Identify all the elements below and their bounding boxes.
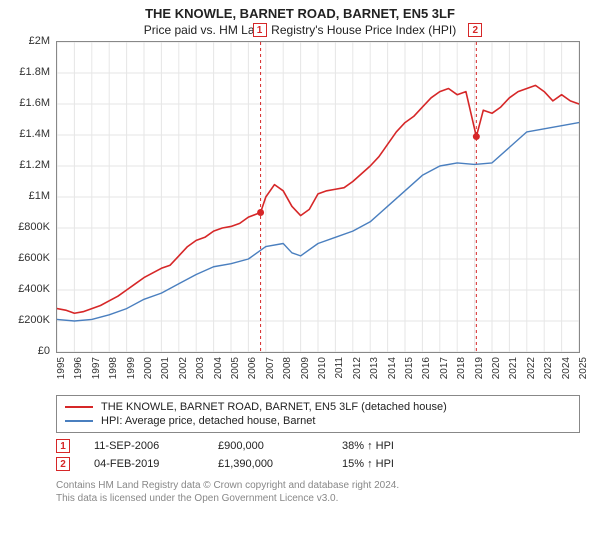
- x-axis-labels: 1995 1996 1997 1998 1999 2000 2001 2002 2003 2004…: [56, 353, 580, 393]
- x-tick-label: 2024: [561, 357, 572, 379]
- y-tick-label: £1.4M: [19, 128, 50, 140]
- x-tick-label: 1999: [126, 357, 137, 379]
- legend-row: HPI: Average price, detached house, Barn…: [65, 414, 571, 428]
- sale-date: 04-FEB-2019: [94, 458, 194, 470]
- sale-marker-tag: 2: [468, 23, 482, 37]
- sales-table: 1 11-SEP-2006 £900,000 38% ↑ HPI 2 04-FE…: [56, 437, 580, 473]
- x-tick-label: 2010: [317, 357, 328, 379]
- plot-svg: [57, 42, 579, 352]
- y-tick-label: £400K: [18, 283, 50, 295]
- sale-delta: 38% ↑ HPI: [342, 440, 442, 452]
- legend-box: THE KNOWLE, BARNET ROAD, BARNET, EN5 3LF…: [56, 395, 580, 433]
- x-tick-label: 2022: [526, 357, 537, 379]
- sale-delta: 15% ↑ HPI: [342, 458, 442, 470]
- x-tick-label: 2016: [421, 357, 432, 379]
- sale-marker-icon: 2: [56, 457, 70, 471]
- x-tick-label: 2009: [300, 357, 311, 379]
- y-tick-label: £2M: [29, 35, 50, 47]
- footer-attribution: Contains HM Land Registry data © Crown c…: [56, 479, 580, 505]
- x-tick-label: 2015: [404, 357, 415, 379]
- x-tick-label: 2021: [508, 357, 519, 379]
- x-tick-label: 2020: [491, 357, 502, 379]
- legend-label: HPI: Average price, detached house, Barn…: [101, 415, 315, 427]
- x-tick-label: 2001: [160, 357, 171, 379]
- y-tick-label: £1.8M: [19, 66, 50, 78]
- x-tick-label: 2013: [369, 357, 380, 379]
- chart-area: £0 £200K £400K £600K £800K £1M £1.2M £1.4M £1.6M…: [10, 41, 590, 393]
- sale-marker-tag: 1: [253, 23, 267, 37]
- x-tick-label: 2025: [578, 357, 589, 379]
- y-tick-label: £1.6M: [19, 97, 50, 109]
- plot-frame: [56, 41, 580, 353]
- x-tick-label: 2018: [456, 357, 467, 379]
- x-tick-label: 2023: [543, 357, 554, 379]
- sale-marker-icon: 1: [56, 439, 70, 453]
- x-tick-label: 2019: [474, 357, 485, 379]
- y-tick-label: £1M: [29, 190, 50, 202]
- y-tick-label: £800K: [18, 221, 50, 233]
- sale-date: 11-SEP-2006: [94, 440, 194, 452]
- legend-swatch: [65, 406, 93, 408]
- x-tick-label: 2004: [213, 357, 224, 379]
- legend-label: THE KNOWLE, BARNET ROAD, BARNET, EN5 3LF…: [101, 401, 447, 413]
- chart-subtitle: Price paid vs. HM Land Registry's House …: [10, 23, 590, 37]
- y-axis-labels: £0£200K£400K£600K£800K£1M£1.2M£1.4M£1.6M…: [10, 41, 54, 353]
- x-tick-label: 2014: [387, 357, 398, 379]
- y-tick-label: £200K: [18, 314, 50, 326]
- chart-card: THE KNOWLE, BARNET ROAD, BARNET, EN5 3LF…: [0, 0, 600, 560]
- chart-title: THE KNOWLE, BARNET ROAD, BARNET, EN5 3LF: [10, 6, 590, 21]
- sale-price: £1,390,000: [218, 458, 318, 470]
- x-tick-label: 2005: [230, 357, 241, 379]
- y-tick-label: £1.2M: [19, 159, 50, 171]
- x-tick-label: 1997: [91, 357, 102, 379]
- y-tick-label: £0: [38, 345, 50, 357]
- y-tick-label: £600K: [18, 252, 50, 264]
- x-tick-label: 2017: [439, 357, 450, 379]
- x-tick-label: 1995: [56, 357, 67, 379]
- x-tick-label: 1998: [108, 357, 119, 379]
- x-tick-label: 2002: [178, 357, 189, 379]
- legend-row: THE KNOWLE, BARNET ROAD, BARNET, EN5 3LF…: [65, 400, 571, 414]
- x-tick-label: 1996: [73, 357, 84, 379]
- x-tick-label: 2003: [195, 357, 206, 379]
- sale-price: £900,000: [218, 440, 318, 452]
- x-tick-label: 2011: [334, 357, 345, 379]
- legend-swatch: [65, 420, 93, 422]
- sale-row: 2 04-FEB-2019 £1,390,000 15% ↑ HPI: [56, 455, 580, 473]
- footer-line: Contains HM Land Registry data © Crown c…: [56, 479, 580, 492]
- x-tick-label: 2007: [265, 357, 276, 379]
- x-tick-label: 2006: [247, 357, 258, 379]
- x-tick-label: 2000: [143, 357, 154, 379]
- footer-line: This data is licensed under the Open Gov…: [56, 492, 580, 505]
- x-tick-label: 2012: [352, 357, 363, 379]
- sale-row: 1 11-SEP-2006 £900,000 38% ↑ HPI: [56, 437, 580, 455]
- x-tick-label: 2008: [282, 357, 293, 379]
